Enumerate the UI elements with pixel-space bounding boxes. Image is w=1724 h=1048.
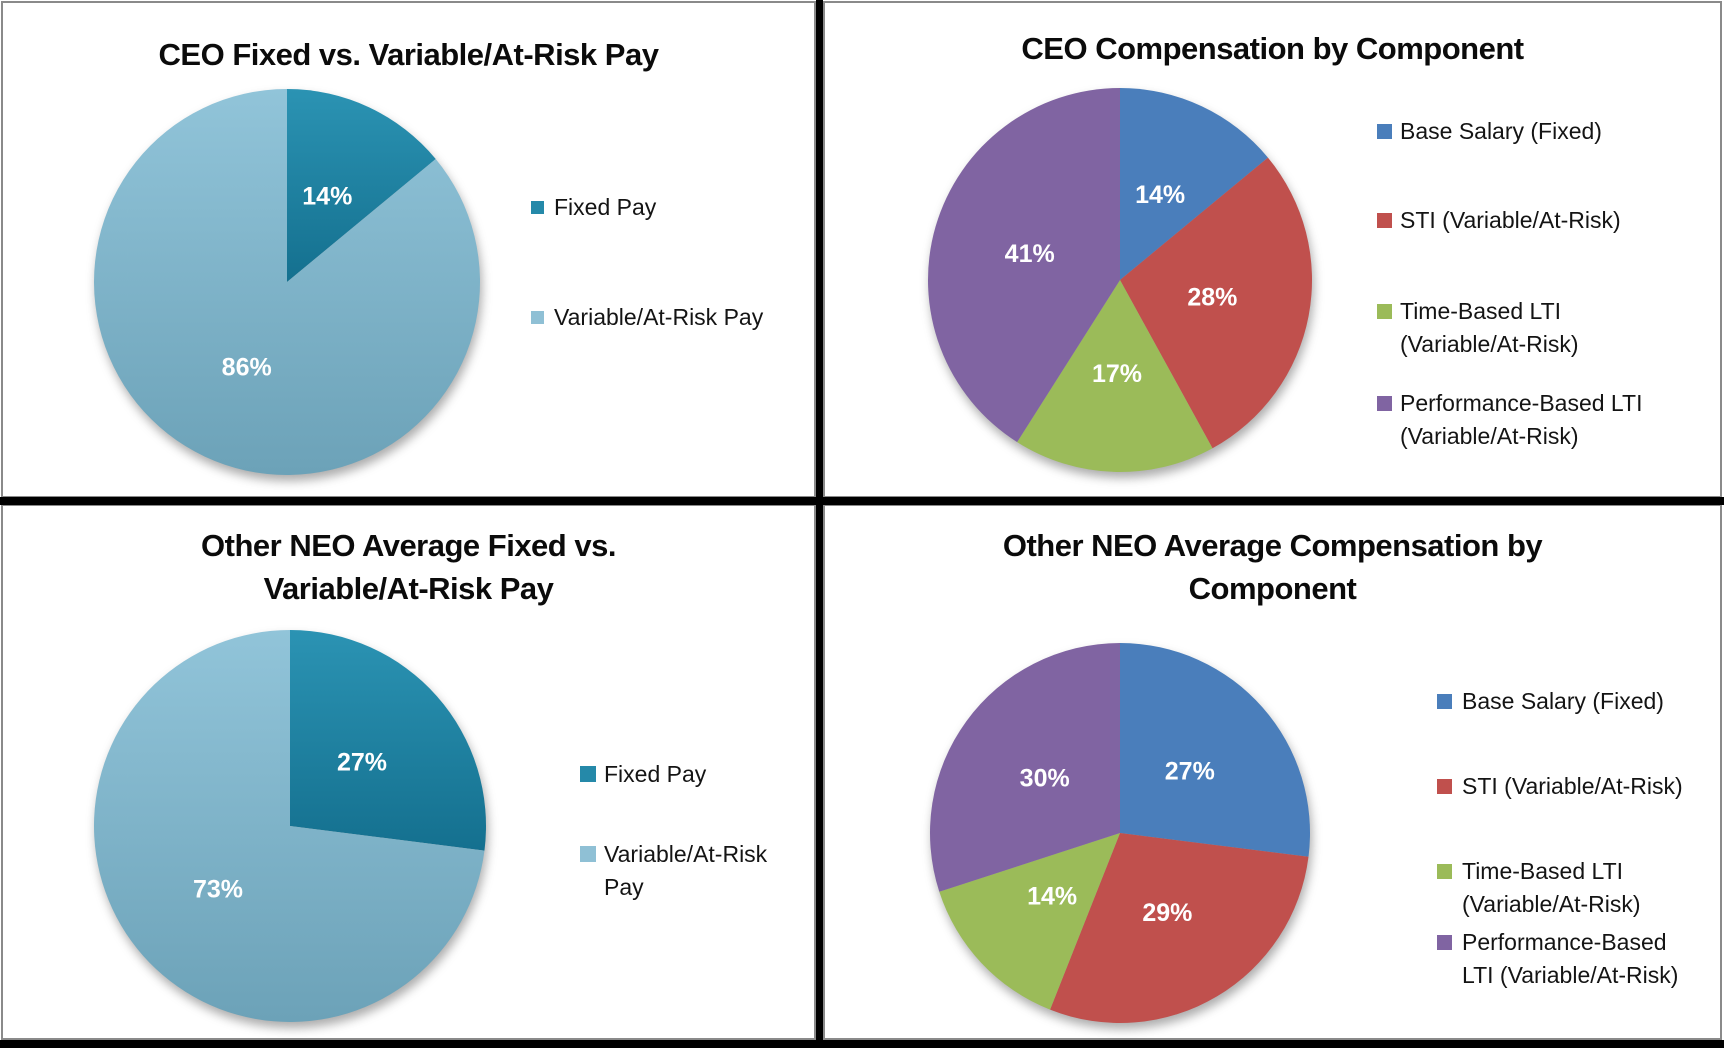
legend-entry: Time-Based LTI (Variable/At-Risk) (1400, 295, 1579, 361)
grid-border-bottom (0, 1040, 1724, 1048)
chart-title-line: Component (1188, 571, 1357, 606)
pie-chart: 14% 28% 17% 41% (928, 88, 1313, 473)
legend-swatch (1437, 934, 1452, 950)
pie-slice (930, 643, 1120, 892)
legend-label: STI (Variable/At-Risk) (1400, 207, 1621, 233)
legend-label: Base Salary (Fixed) (1462, 688, 1664, 714)
legend-label: Fixed Pay (554, 194, 657, 220)
pie-slice-label: 28% (1187, 284, 1237, 312)
legend-entry: Performance-Based LTI (Variable/At-Risk) (1400, 387, 1642, 453)
legend-label: Pay (604, 874, 644, 900)
legend-swatch (1377, 395, 1392, 411)
pie-slice (1120, 157, 1313, 449)
chart-title: Other NEO Average Compensation by Compone… (825, 524, 1720, 610)
legend-entry: Base Salary (Fixed) (1400, 115, 1602, 148)
legend-swatch (1437, 863, 1452, 879)
legend-label: STI (Variable/At-Risk) (1462, 773, 1683, 799)
pie-slice (939, 833, 1120, 1010)
pie-slice-label: 14% (1135, 181, 1185, 209)
legend-label: Performance-Based LTI (1400, 390, 1643, 416)
pie-slice-label: 86% (222, 354, 272, 382)
pie-slice (1120, 88, 1268, 280)
legend-entry: Variable/At-Risk Pay (604, 838, 767, 904)
pie-chart: 27% 73% (93, 630, 486, 1022)
legend-swatch (1377, 212, 1392, 228)
chart-title: CEO Fixed vs. Variable/At-Risk Pay (3, 33, 814, 76)
legend-label: Variable/At-Risk Pay (554, 304, 764, 330)
chart-title-line: Other NEO Average Fixed vs. (201, 528, 616, 563)
legend-label: Time-Based LTI (1462, 858, 1624, 884)
panel-ceo-fixed-vs-variable-pay: CEO Fixed vs. Variable/At-Risk Pay 14% 86%… (1, 1, 816, 498)
legend-entry: STI (Variable/At-Risk) (1400, 204, 1621, 237)
legend-label: (Variable/At-Risk) (1400, 331, 1579, 357)
legend-swatch (1377, 123, 1392, 139)
grid-divider-horizontal (0, 497, 1724, 505)
pie-slice-label: 27% (337, 749, 387, 777)
legend-swatch (580, 766, 596, 782)
pie-slice-label: 14% (1027, 883, 1077, 911)
legend-swatch (580, 846, 596, 862)
pie-slice-label: 27% (1165, 757, 1215, 785)
pie-slice (1120, 643, 1310, 857)
chart-title-line: CEO Fixed vs. Variable/At-Risk Pay (158, 37, 659, 72)
chart-title-line: CEO Compensation by Component (1021, 31, 1524, 66)
chart-title: CEO Compensation by Component (825, 27, 1720, 70)
chart-title: Other NEO Average Fixed vs. Variable/At-R… (3, 524, 814, 610)
legend-entry: Fixed Pay (604, 758, 706, 791)
chart-title-line: Other NEO Average Compensation by (1002, 528, 1543, 563)
pie-slice (1017, 280, 1213, 473)
panel-ceo-compensation-by-component: CEO Compensation by Component 14% 28% 17% 41… (823, 1, 1722, 498)
pie-slice (290, 630, 486, 851)
legend-swatch (531, 310, 544, 324)
panel-neo-compensation-by-component: Other NEO Average Compensation by Compone… (823, 504, 1722, 1040)
legend-label: Base Salary (Fixed) (1400, 118, 1602, 144)
legend-entry: Performance-Based LTI (Variable/At-Risk) (1462, 926, 1678, 992)
legend-label: Time-Based LTI (1400, 298, 1562, 324)
pie-slice (93, 89, 480, 475)
legend-label: Fixed Pay (604, 761, 707, 787)
legend-label: (Variable/At-Risk) (1462, 891, 1641, 917)
pie-slice (287, 89, 436, 282)
legend-entry: Variable/At-Risk Pay (554, 301, 763, 334)
legend-label: Variable/At-Risk (604, 841, 768, 867)
pie-chart: 27% 29% 14% 30% (930, 643, 1310, 1024)
legend-entry: Fixed Pay (554, 191, 656, 224)
legend-swatch (1377, 303, 1392, 319)
panel-neo-fixed-vs-variable-pay: Other NEO Average Fixed vs. Variable/At-R… (1, 504, 816, 1040)
pie-slice-label: 73% (193, 876, 243, 904)
pie-slice-label: 14% (302, 182, 352, 210)
legend-label: (Variable/At-Risk) (1400, 423, 1579, 449)
pie-slice-label: 30% (1020, 764, 1070, 792)
pie-chart: 14% 86% (93, 89, 480, 475)
legend-swatch (531, 200, 544, 214)
pie-slice-label: 41% (1005, 240, 1055, 268)
pie-slice (928, 88, 1120, 443)
legend-entry: STI (Variable/At-Risk) (1462, 770, 1683, 803)
legend-swatch (1437, 693, 1452, 709)
grid-divider-vertical (816, 0, 823, 1048)
pie-slice (93, 630, 485, 1022)
legend-swatch (1437, 778, 1452, 794)
legend-label: Performance-Based (1462, 929, 1667, 955)
pie-slice (1050, 833, 1309, 1024)
legend-label: LTI (Variable/At-Risk) (1462, 962, 1679, 988)
pie-slice-label: 17% (1092, 360, 1142, 388)
legend-entry: Time-Based LTI (Variable/At-Risk) (1462, 855, 1641, 921)
legend-entry: Base Salary (Fixed) (1462, 685, 1664, 718)
chart-title-line: Variable/At-Risk Pay (263, 571, 554, 606)
pie-slice-label: 29% (1142, 899, 1192, 927)
